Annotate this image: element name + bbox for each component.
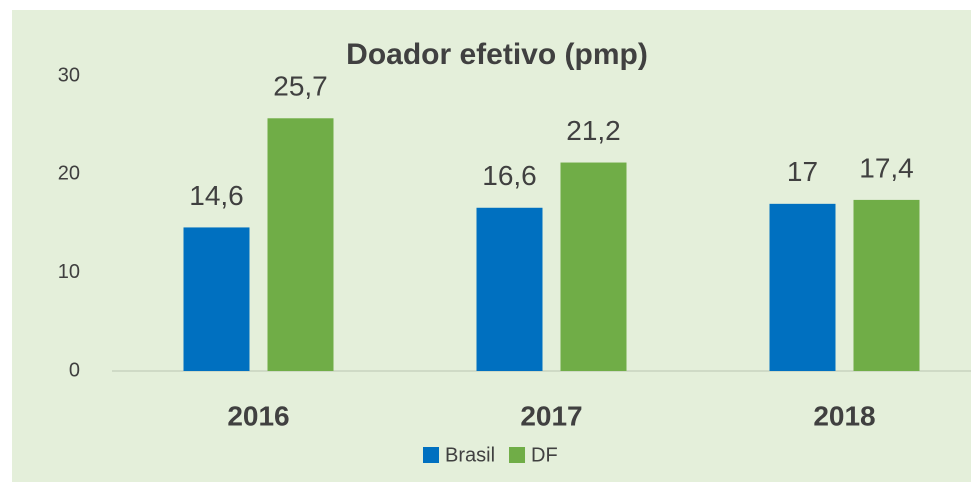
data-label: 14,6: [189, 180, 244, 211]
data-label: 16,6: [482, 160, 537, 191]
y-tick-label: 20: [58, 163, 80, 185]
bar: [476, 207, 543, 371]
legend-label: DF: [531, 444, 558, 466]
legend-swatch: [509, 447, 526, 463]
data-label: 25,7: [273, 71, 328, 102]
data-label: 21,2: [566, 115, 621, 146]
data-label: 17,4: [859, 152, 914, 183]
bar: [267, 118, 334, 372]
x-tick-label: 2016: [227, 400, 289, 431]
data-label: 17: [787, 156, 818, 187]
legend-label: Brasil: [445, 444, 495, 466]
y-tick-label: 30: [58, 64, 80, 86]
bar: [183, 227, 250, 371]
bar: [853, 199, 920, 371]
bar: [769, 203, 836, 371]
y-tick-label: 10: [58, 261, 80, 283]
chart-title: Doador efetivo (pmp): [346, 38, 648, 71]
y-tick-label: 0: [69, 359, 80, 381]
x-tick-label: 2018: [813, 400, 875, 431]
legend-swatch: [423, 447, 439, 463]
x-tick-label: 2017: [520, 400, 582, 431]
bar: [560, 162, 627, 371]
